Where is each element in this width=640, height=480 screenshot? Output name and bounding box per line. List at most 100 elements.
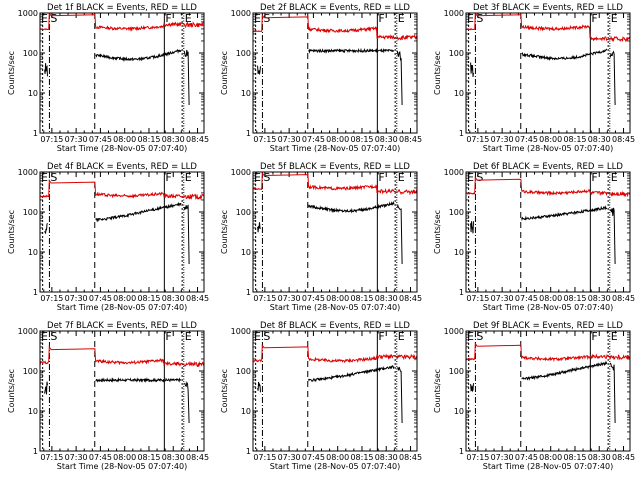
- lld-series-line: [40, 178, 204, 201]
- events-series-line-pre: [44, 63, 48, 77]
- x-tick-label: 07:30: [491, 135, 514, 144]
- marker-e: E: [611, 171, 618, 184]
- x-tick-label: 07:45: [302, 453, 325, 462]
- events-series-line-post: [609, 362, 616, 424]
- x-tick-label: 07:45: [89, 294, 112, 303]
- x-axis-label: Start Time (28-Nov-05 07:07:40): [57, 303, 187, 312]
- x-tick-label: 08:30: [588, 135, 611, 144]
- events-series-line-post: [396, 50, 403, 106]
- y-axis-label: Counts/sec: [7, 210, 16, 254]
- x-tick-label: 07:30: [278, 135, 301, 144]
- x-tick-label: 08:15: [350, 135, 373, 144]
- y-tick-label: 100: [449, 49, 464, 58]
- marker-e: E: [185, 330, 192, 343]
- x-tick-label: 08:15: [137, 453, 160, 462]
- events-series-line: [521, 48, 608, 62]
- marker-f: F: [378, 171, 384, 184]
- y-tick-label: 1000: [18, 327, 38, 336]
- events-series-line: [95, 49, 182, 62]
- events-series-line-pre: [470, 383, 474, 393]
- x-axis-label: Start Time (28-Nov-05 07:07:40): [483, 462, 613, 471]
- marker-e: E: [254, 330, 261, 343]
- panel-title: Det 4f BLACK = Events, RED = LLD: [47, 162, 197, 172]
- events-series-line-post: [184, 381, 190, 424]
- events-series-line: [308, 200, 395, 214]
- marker-f: F: [165, 12, 171, 25]
- x-tick-label: 08:15: [350, 294, 373, 303]
- events-series-line-post: [396, 366, 403, 424]
- y-axis-label: Counts/sec: [220, 210, 229, 254]
- y-axis-label: Counts/sec: [433, 210, 442, 254]
- panel-det-6: Det 6f BLACK = Events, RED = LLD Counts/s…: [433, 162, 635, 312]
- marker-e: E: [467, 330, 474, 343]
- x-tick-label: 07:15: [253, 453, 276, 462]
- x-tick-label: 08:00: [113, 453, 136, 462]
- marker-e: E: [467, 171, 474, 184]
- events-series-line-pre: [44, 381, 48, 395]
- plot-frame: [252, 171, 418, 293]
- x-tick-label: 08:30: [375, 294, 398, 303]
- lld-series-line: [466, 342, 630, 363]
- x-tick-label: 07:45: [515, 453, 538, 462]
- y-tick-label: 100: [236, 208, 251, 217]
- x-tick-label: 07:30: [491, 294, 514, 303]
- marker-s: S: [476, 330, 483, 343]
- x-tick-label: 08:30: [162, 135, 185, 144]
- marker-s: S: [50, 330, 57, 343]
- x-tick-label: 08:45: [612, 453, 635, 462]
- y-tick-label: 100: [23, 49, 38, 58]
- events-series-line: [95, 201, 182, 223]
- x-tick-label: 08:30: [162, 294, 185, 303]
- x-tick-label: 08:30: [588, 294, 611, 303]
- x-tick-label: 07:30: [65, 294, 88, 303]
- y-tick-label: 100: [236, 49, 251, 58]
- x-tick-label: 07:45: [302, 135, 325, 144]
- x-tick-label: 07:15: [253, 135, 276, 144]
- y-tick-label: 10: [28, 248, 38, 257]
- x-tick-label: 08:30: [375, 453, 398, 462]
- panel-title: Det 5f BLACK = Events, RED = LLD: [260, 162, 410, 172]
- y-axis-label: Counts/sec: [433, 51, 442, 95]
- y-tick-label: 1000: [444, 168, 464, 177]
- x-tick-label: 08:30: [588, 453, 611, 462]
- marker-s: S: [263, 171, 270, 184]
- x-tick-label: 07:30: [491, 453, 514, 462]
- x-tick-label: 08:15: [350, 453, 373, 462]
- x-tick-label: 08:00: [326, 453, 349, 462]
- y-axis-label: Counts/sec: [433, 369, 442, 413]
- y-tick-label: 10: [241, 89, 251, 98]
- x-tick-label: 07:45: [89, 135, 112, 144]
- y-tick-label: 1: [459, 447, 464, 456]
- y-axis-label: Counts/sec: [7, 51, 16, 95]
- x-tick-label: 08:00: [539, 135, 562, 144]
- x-tick-label: 07:15: [40, 453, 63, 462]
- y-tick-label: 1000: [231, 168, 251, 177]
- x-tick-label: 08:45: [186, 135, 209, 144]
- x-tick-label: 08:15: [137, 135, 160, 144]
- marker-e: E: [467, 12, 474, 25]
- lld-series-line: [253, 172, 417, 196]
- y-tick-label: 10: [454, 407, 464, 416]
- events-series-line-post: [183, 49, 190, 106]
- y-axis-label: Counts/sec: [7, 369, 16, 413]
- x-tick-label: 07:30: [278, 294, 301, 303]
- y-tick-label: 1: [459, 129, 464, 138]
- marker-e: E: [185, 171, 192, 184]
- x-tick-label: 08:00: [539, 294, 562, 303]
- panel-det-8: Det 8f BLACK = Events, RED = LLD Counts/s…: [220, 321, 422, 471]
- lld-series-line: [466, 13, 630, 43]
- panel-title: Det 6f BLACK = Events, RED = LLD: [473, 162, 623, 172]
- y-tick-label: 10: [454, 89, 464, 98]
- marker-e: E: [398, 12, 405, 25]
- y-tick-label: 1000: [18, 9, 38, 18]
- panel-det-9: Det 9f BLACK = Events, RED = LLD Counts/s…: [433, 321, 635, 471]
- y-axis-label: Counts/sec: [220, 369, 229, 413]
- x-tick-label: 08:00: [113, 294, 136, 303]
- y-tick-label: 1: [33, 129, 38, 138]
- x-tick-label: 07:30: [65, 135, 88, 144]
- y-tick-label: 1: [246, 288, 251, 297]
- y-tick-label: 100: [23, 208, 38, 217]
- panel-det-4: Det 4f BLACK = Events, RED = LLD Counts/s…: [7, 162, 209, 312]
- y-tick-label: 10: [454, 248, 464, 257]
